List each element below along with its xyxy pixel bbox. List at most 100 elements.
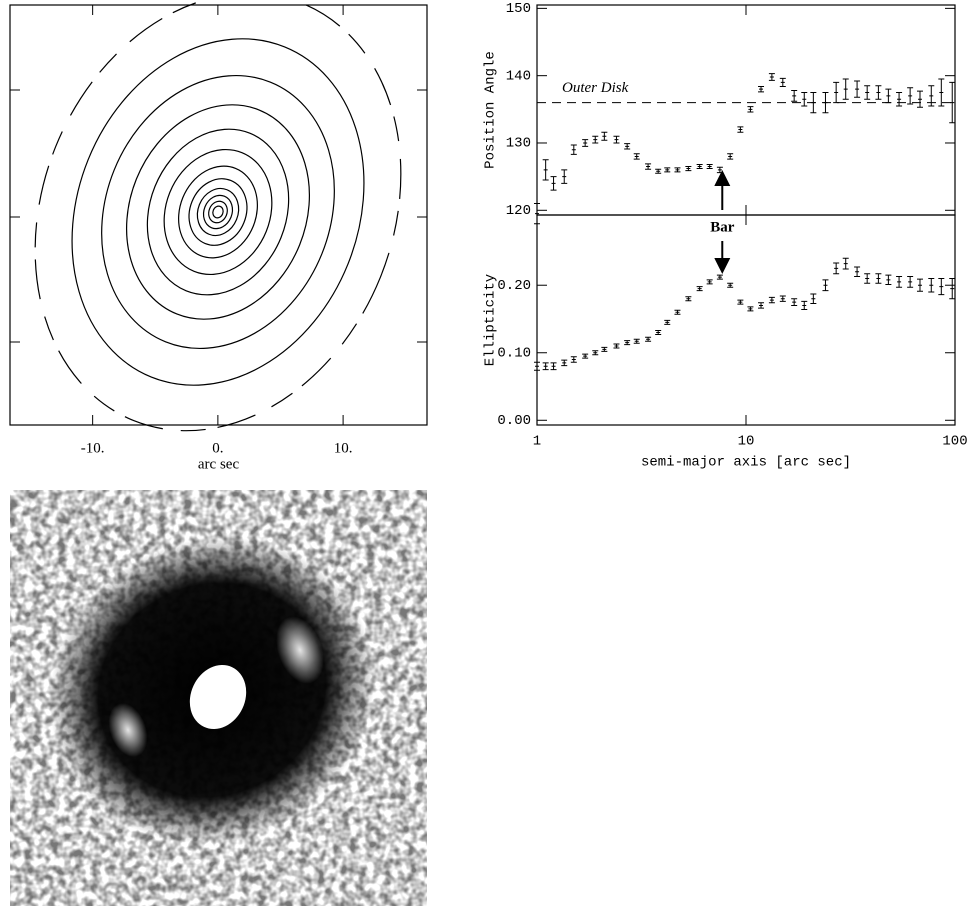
y-tick-label: 0.00 bbox=[497, 413, 531, 429]
error-bar bbox=[613, 343, 620, 349]
error-bar bbox=[624, 340, 631, 346]
contour bbox=[208, 200, 228, 224]
y-tick-label: 0.20 bbox=[497, 278, 531, 294]
error-bar bbox=[696, 286, 703, 292]
error-bar bbox=[582, 353, 589, 359]
error-bar bbox=[916, 278, 923, 292]
error-bar bbox=[664, 167, 671, 173]
error-bar bbox=[550, 362, 557, 371]
contour bbox=[101, 74, 335, 350]
error-bar bbox=[791, 298, 798, 306]
x-tick-label: 1 bbox=[533, 434, 541, 450]
error-bar bbox=[801, 92, 808, 107]
contour bbox=[34, 0, 402, 432]
image-panel bbox=[10, 490, 427, 906]
error-bar bbox=[885, 88, 892, 104]
error-bar bbox=[592, 135, 599, 144]
y-tick-label: 140 bbox=[506, 68, 531, 84]
error-bar bbox=[801, 300, 808, 311]
error-bar bbox=[716, 166, 723, 174]
error-bar bbox=[727, 153, 734, 160]
error-bar bbox=[747, 306, 754, 312]
error-bar bbox=[542, 159, 549, 181]
error-bar bbox=[791, 89, 798, 102]
y-tick-marks bbox=[10, 89, 427, 343]
error-bar bbox=[822, 279, 829, 292]
frame bbox=[536, 4, 956, 216]
error-bar bbox=[706, 164, 713, 170]
error-bar bbox=[875, 85, 882, 100]
error-bar bbox=[696, 164, 703, 170]
error-bar bbox=[842, 257, 849, 270]
contour bbox=[212, 205, 224, 219]
error-bar bbox=[842, 78, 849, 100]
contour bbox=[71, 38, 365, 386]
contour bbox=[196, 187, 240, 237]
error-bar bbox=[768, 296, 775, 304]
error-bar bbox=[822, 92, 829, 114]
error-bar bbox=[706, 279, 713, 285]
contour bbox=[163, 148, 273, 276]
error-bar bbox=[907, 87, 914, 105]
x-tick-label: -10. bbox=[81, 440, 105, 456]
error-bar bbox=[542, 362, 549, 371]
error-bar bbox=[810, 92, 817, 114]
contour bbox=[178, 165, 258, 259]
y-axis-label: Position Angle bbox=[483, 51, 499, 169]
error-bar bbox=[928, 85, 935, 107]
y-tick-label: 130 bbox=[506, 136, 531, 152]
error-bar bbox=[916, 90, 923, 108]
error-bar bbox=[685, 166, 692, 172]
error-bar bbox=[938, 277, 945, 296]
y-tick-label: 150 bbox=[506, 1, 531, 17]
error-bar bbox=[758, 302, 765, 309]
error-bar bbox=[758, 85, 765, 93]
error-bar bbox=[864, 273, 871, 284]
error-bar bbox=[949, 81, 956, 124]
contour bbox=[188, 178, 248, 246]
reference-label: Outer Disk bbox=[562, 80, 629, 96]
error-bar bbox=[561, 359, 568, 367]
contours bbox=[34, 0, 402, 432]
error-bar bbox=[601, 346, 608, 352]
error-bar bbox=[907, 275, 914, 288]
contour-panel bbox=[9, 0, 428, 432]
error-bar bbox=[582, 139, 589, 147]
error-bar bbox=[810, 293, 817, 304]
x-tick-label: 100 bbox=[942, 434, 967, 450]
error-bar bbox=[727, 282, 734, 288]
error-bar bbox=[768, 73, 775, 81]
error-bar bbox=[601, 131, 608, 141]
bright-knot bbox=[108, 702, 148, 758]
error-bar bbox=[592, 350, 599, 356]
error-bar bbox=[613, 135, 620, 144]
error-bar bbox=[779, 77, 786, 87]
error-bar bbox=[864, 85, 871, 100]
x-axis-label: semi-major axis [arc sec] bbox=[641, 455, 851, 471]
frame bbox=[9, 4, 428, 426]
error-bar bbox=[674, 309, 681, 315]
error-bar bbox=[747, 106, 754, 113]
nucleus bbox=[189, 664, 247, 730]
annotation: Bar bbox=[710, 219, 735, 235]
error-bar bbox=[737, 126, 744, 133]
error-bar bbox=[833, 262, 840, 275]
error-bar bbox=[633, 338, 640, 344]
error-bar bbox=[633, 153, 640, 160]
error-bar bbox=[550, 176, 557, 191]
error-bar bbox=[938, 78, 945, 107]
frame bbox=[536, 214, 956, 426]
error-bar bbox=[716, 274, 723, 280]
contour bbox=[146, 128, 290, 296]
error-bar bbox=[664, 319, 671, 325]
error-bar bbox=[570, 144, 577, 155]
error-bar bbox=[737, 299, 744, 305]
x-axis-label: arc sec bbox=[198, 456, 240, 472]
error-bar bbox=[928, 277, 935, 293]
contour bbox=[125, 104, 311, 320]
error-bar bbox=[885, 274, 892, 286]
error-bar bbox=[685, 296, 692, 302]
error-bar bbox=[833, 81, 840, 104]
